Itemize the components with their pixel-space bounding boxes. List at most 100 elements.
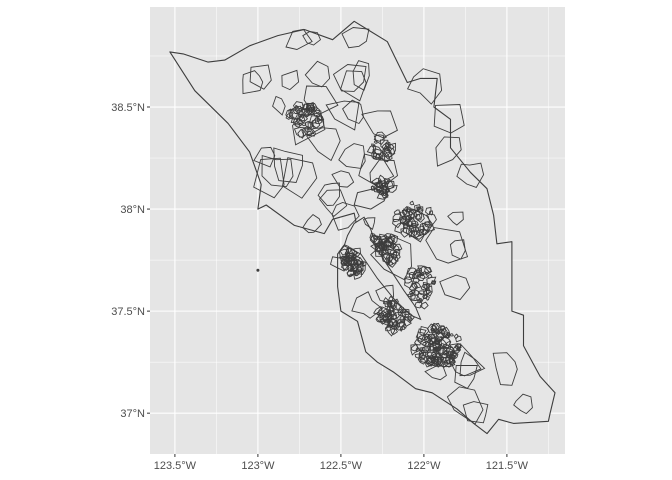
urban-tract xyxy=(420,283,428,291)
urban-tract xyxy=(381,148,393,160)
rural-tract xyxy=(447,211,464,226)
urban-tract xyxy=(449,343,459,352)
urban-tract xyxy=(355,263,366,276)
rural-tract xyxy=(341,27,370,49)
urban-tract xyxy=(374,153,384,160)
urban-tract xyxy=(415,347,420,353)
urban-tract xyxy=(414,289,420,296)
urban-tract xyxy=(413,229,425,240)
urban-tract xyxy=(379,184,388,195)
urban-tract xyxy=(401,308,410,318)
urban-tract xyxy=(380,235,388,243)
urban-tract xyxy=(292,101,304,112)
urban-tract xyxy=(415,212,425,223)
urban-tract xyxy=(414,353,421,359)
urban-tract xyxy=(419,222,429,235)
urban-tract xyxy=(420,345,430,354)
urban-tract xyxy=(306,130,313,137)
urban-tract xyxy=(378,251,383,256)
urban-tract xyxy=(383,143,395,152)
urban-tract xyxy=(413,204,422,211)
rural-tract xyxy=(261,154,294,188)
urban-tract xyxy=(307,106,314,112)
urban-tract xyxy=(352,263,363,273)
x-tick-label: 123°W xyxy=(241,460,275,472)
rural-tract xyxy=(302,31,322,46)
urban-tract xyxy=(399,217,408,225)
urban-tract xyxy=(433,328,441,334)
x-tick-label: 122°W xyxy=(407,460,441,472)
urban-tract xyxy=(359,260,364,265)
urban-tract xyxy=(374,243,386,253)
urban-tract xyxy=(290,117,299,124)
urban-tract xyxy=(402,223,414,237)
urban-tract xyxy=(307,122,314,129)
bay-water xyxy=(343,216,422,321)
urban-tract xyxy=(371,143,376,148)
urban-tract xyxy=(455,343,462,350)
rural-tract xyxy=(425,227,469,264)
urban-tract xyxy=(356,259,363,266)
urban-tract xyxy=(338,248,351,259)
urban-tract xyxy=(385,185,398,193)
rural-tract xyxy=(331,170,355,188)
rural-tract xyxy=(446,386,484,425)
urban-tract xyxy=(431,356,443,366)
urban-tract xyxy=(428,339,434,345)
urban-tract xyxy=(422,293,428,299)
urban-tract xyxy=(376,188,389,200)
urban-tract xyxy=(416,206,424,215)
urban-tract xyxy=(383,245,387,251)
urban-tract xyxy=(410,344,419,352)
urban-tract xyxy=(381,244,391,252)
urban-tract xyxy=(403,316,412,327)
rural-tract xyxy=(363,217,376,231)
rural-tract xyxy=(406,68,443,105)
urban-tract xyxy=(443,331,450,339)
urban-tract xyxy=(383,177,391,185)
urban-tract xyxy=(393,302,403,311)
urban-tract xyxy=(375,180,383,188)
urban-tract xyxy=(431,322,443,335)
rural-tract xyxy=(340,70,367,102)
urban-tract xyxy=(425,288,432,295)
urban-tract xyxy=(388,295,394,303)
rural-tract xyxy=(242,70,264,95)
urban-tract xyxy=(387,309,397,318)
urban-tract xyxy=(417,356,427,365)
urban-tract xyxy=(382,314,386,319)
urban-tract xyxy=(422,341,427,347)
urban-tract xyxy=(384,182,389,187)
urban-tract xyxy=(285,111,294,120)
urban-tract xyxy=(405,206,414,213)
urban-tract xyxy=(413,210,423,221)
urban-tract xyxy=(298,113,309,123)
urban-tract xyxy=(409,200,415,206)
urban-tract xyxy=(373,145,384,156)
urban-tract xyxy=(381,251,386,257)
urban-tract xyxy=(437,338,448,349)
urban-tract xyxy=(370,185,376,191)
urban-tract xyxy=(409,222,419,234)
urban-tract xyxy=(440,336,452,349)
urban-tract xyxy=(303,107,313,117)
urban-tract xyxy=(312,117,325,129)
urban-tract xyxy=(418,265,433,275)
urban-tract xyxy=(392,213,402,223)
urban-tract xyxy=(455,335,462,343)
urban-tract xyxy=(350,262,359,272)
urban-tract xyxy=(428,337,436,346)
urban-tract xyxy=(399,315,405,322)
urban-tract xyxy=(344,252,350,257)
urban-tract xyxy=(389,299,397,311)
urban-tract xyxy=(393,243,403,252)
rural-tract xyxy=(370,235,412,281)
x-tick-label: 123.5°W xyxy=(154,460,197,472)
urban-tract xyxy=(380,308,393,319)
urban-tract xyxy=(415,328,427,340)
rural-tract xyxy=(332,64,367,92)
urban-tract xyxy=(449,354,454,359)
urban-tract xyxy=(391,322,398,328)
urban-tract xyxy=(375,316,383,323)
tract-boundaries xyxy=(242,27,533,425)
